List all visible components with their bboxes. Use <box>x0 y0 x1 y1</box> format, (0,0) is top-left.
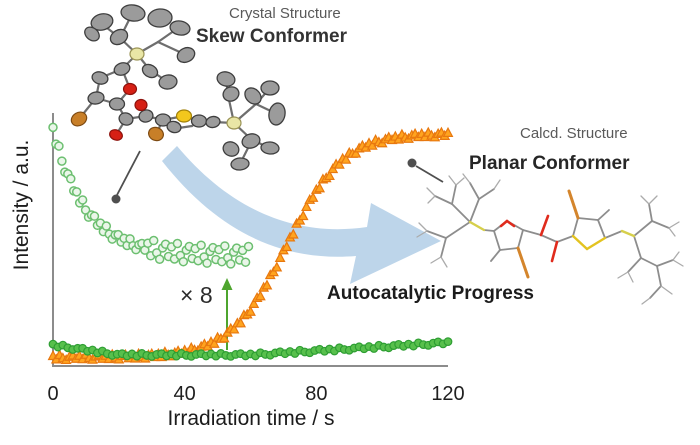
data-point-planar-conformer-growth <box>314 182 326 193</box>
data-point-skew-conformer-decay-x8 <box>178 256 189 267</box>
data-point-skew-conformer-decay-x8 <box>101 221 112 231</box>
data-point-skew-conformer-decay-x8 <box>48 122 58 133</box>
skew-leader-line <box>111 150 141 204</box>
planar-conformer-molecule-icon <box>416 173 684 305</box>
data-point-planar-conformer-growth <box>261 279 273 290</box>
scatter-plot-series <box>47 122 454 365</box>
sulfur-atom-icon <box>175 109 193 123</box>
silicon-atom-icon <box>226 116 242 130</box>
leader-dot-icon <box>407 158 417 168</box>
data-point-skew-conformer-decay-x8 <box>71 187 82 197</box>
data-point-skew-conformer-decay-x8 <box>66 174 76 184</box>
bromine-atom-icon <box>70 111 88 127</box>
carbonyl-oxygen-icon <box>550 240 559 263</box>
reaction-arrow-icon <box>162 146 441 284</box>
skew-conformer-molecule-icon <box>70 4 286 171</box>
crystal-structure-subtitle: Crystal Structure <box>229 5 341 22</box>
bromine-atom-icon <box>148 126 164 142</box>
data-point-planar-conformer-growth <box>350 147 362 158</box>
calcd-structure-subtitle: Calcd. Structure <box>520 125 628 142</box>
bromine-bond-icon <box>516 246 530 279</box>
data-point-skew-conformer-decay-x8 <box>57 156 67 166</box>
data-point-planar-conformer-growth <box>333 158 345 169</box>
x-tick-label: 0 <box>47 383 58 405</box>
y-axis-label: Intensity / a.u. <box>9 139 33 271</box>
data-point-planar-conformer-growth <box>248 297 260 308</box>
data-point-planar-conformer-growth <box>235 317 247 328</box>
carbonyl-oxygen-icon <box>539 214 550 237</box>
data-point-planar-conformer-growth <box>281 241 293 252</box>
planar-conformer-title: Planar Conformer <box>469 153 630 174</box>
data-point-planar-conformer-growth <box>271 261 283 272</box>
silicon-atom-icon <box>129 47 145 61</box>
oxygen-atom-icon <box>122 82 138 96</box>
data-point-skew-conformer-decay-x8 <box>148 235 159 246</box>
data-point-skew-conformer-decay-x8 <box>77 195 88 205</box>
oxygen-atom-icon <box>134 98 148 112</box>
data-point-planar-conformer-growth <box>274 251 286 262</box>
sulfur-bond-icon <box>571 234 589 251</box>
x-tick-label: 80 <box>305 383 327 405</box>
planar-leader-line <box>407 158 444 183</box>
data-point-planar-conformer-growth <box>218 332 230 343</box>
data-point-skew-conformer-decay-x8 <box>154 254 165 264</box>
silicon-bond-icon <box>620 229 636 238</box>
data-point-planar-conformer-growth <box>208 337 220 348</box>
silicon-bond-icon <box>468 220 486 232</box>
autocatalytic-progress-label: Autocatalytic Progress <box>327 283 534 304</box>
data-point-planar-conformer-growth <box>442 126 454 137</box>
oxygen-atom-icon <box>109 129 123 141</box>
x-axis-tick-labels: 0 40 80 120 <box>47 383 464 405</box>
furan-oxygen-icon <box>499 219 509 228</box>
data-point-skew-conformer-decay-raw <box>443 337 453 347</box>
data-point-skew-conformer-decay-x8 <box>240 257 251 267</box>
data-point-skew-conformer-decay-x8 <box>54 141 64 151</box>
furan-oxygen-icon <box>505 219 516 228</box>
data-point-planar-conformer-growth <box>324 169 335 181</box>
data-point-planar-conformer-growth <box>245 305 256 316</box>
bromine-bond-icon <box>567 189 580 220</box>
data-point-skew-conformer-decay-x8 <box>196 240 206 250</box>
data-point-skew-conformer-decay-x8 <box>89 211 100 221</box>
data-point-planar-conformer-growth <box>297 210 309 221</box>
data-point-planar-conformer-growth <box>287 228 299 239</box>
x-axis-label: Irradiation time / s <box>167 407 335 430</box>
x-tick-label: 40 <box>174 383 196 405</box>
sulfur-bond-icon <box>585 236 607 251</box>
data-point-skew-conformer-decay-x8 <box>172 238 183 249</box>
data-point-planar-conformer-growth <box>340 153 352 164</box>
data-point-skew-conformer-decay-x8 <box>243 241 254 252</box>
data-point-planar-conformer-growth <box>228 323 240 334</box>
data-point-skew-conformer-decay-x8 <box>220 241 230 251</box>
magnification-label: × 8 <box>180 282 213 308</box>
x-tick-label: 120 <box>431 383 464 405</box>
data-point-planar-conformer-growth <box>307 191 319 202</box>
data-point-planar-conformer-growth <box>254 290 266 301</box>
data-point-skew-conformer-decay-x8 <box>226 259 236 269</box>
data-point-planar-conformer-growth <box>301 200 312 212</box>
leader-dot-icon <box>111 194 121 204</box>
skew-conformer-title: Skew Conformer <box>196 26 347 47</box>
data-point-skew-conformer-decay-x8 <box>202 258 212 268</box>
